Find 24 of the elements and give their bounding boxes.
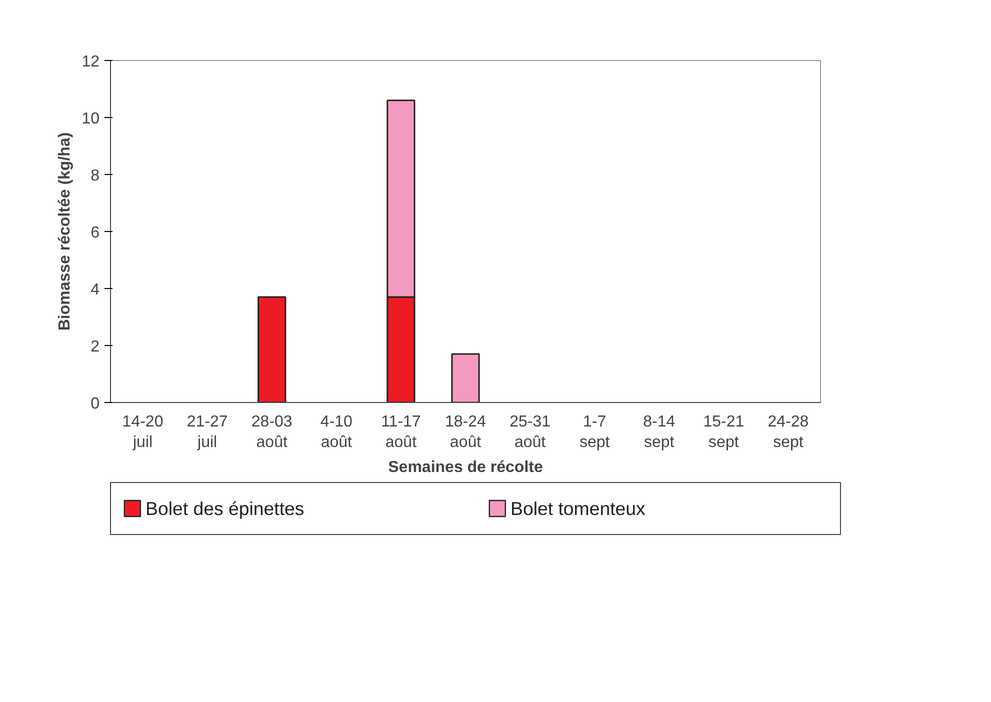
x-tick-label: 1-7 sept — [579, 414, 610, 451]
x-tick-label: 14-20 juil — [122, 414, 164, 451]
y-tick-label: 8 — [90, 168, 100, 184]
bar — [258, 296, 286, 402]
y-tick-label: 4 — [90, 282, 100, 298]
y-tick-label: 12 — [82, 54, 100, 70]
x-axis-title: Semaines de récolte — [388, 458, 543, 476]
y-axis-title: Biomasse récoltée (kg/ha) — [56, 132, 74, 331]
x-tick-label: 8-14 sept — [643, 414, 676, 451]
y-tick-label: 6 — [90, 224, 100, 242]
x-tick-label: 24-28 sept — [768, 414, 809, 451]
bar — [451, 353, 480, 402]
x-tick-label: 28-03 août — [251, 414, 292, 451]
y-tick-label: 0 — [90, 396, 100, 412]
x-tick-label: 4-10 août — [320, 414, 353, 451]
y-tick-label: 10 — [82, 110, 100, 128]
legend-label: Bolet des épinettes — [146, 498, 304, 519]
x-tick-label: 21-27 juil — [186, 414, 228, 451]
x-tick-label: 11-17 août — [381, 414, 421, 451]
x-tick-label: 25-31 août — [510, 414, 551, 451]
x-tick-label: 15-21 sept — [703, 414, 744, 451]
legend-label: Bolet tomenteux — [510, 498, 646, 519]
y-tick-label: 2 — [90, 338, 100, 356]
x-tick-label: 18-24 août — [445, 414, 486, 451]
